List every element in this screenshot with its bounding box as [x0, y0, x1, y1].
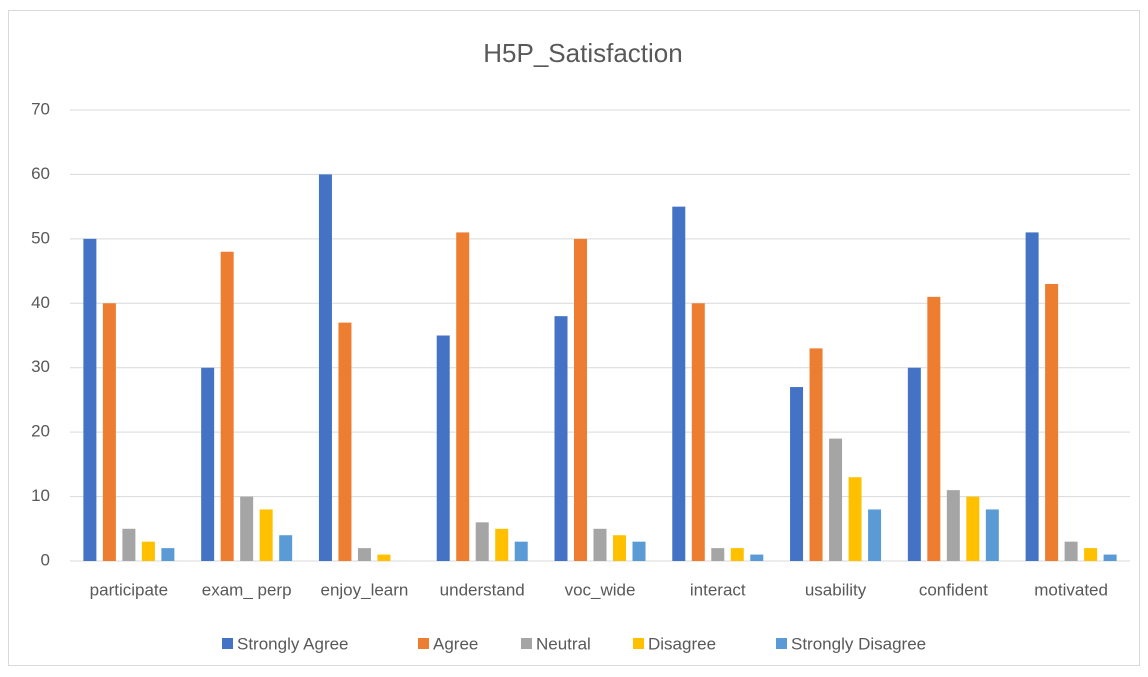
bar [848, 477, 862, 561]
bar [691, 303, 705, 561]
bar [102, 303, 116, 561]
x-tick-label: voc_wide [565, 580, 636, 599]
bar [672, 206, 686, 561]
legend-label: Disagree [648, 634, 716, 653]
bar [1045, 283, 1059, 561]
bar [868, 509, 882, 561]
x-tick-label: confident [919, 580, 988, 599]
bar [357, 548, 371, 561]
legend-swatch [418, 638, 429, 649]
bar [436, 335, 450, 561]
x-tick-label: enjoy_learn [320, 580, 408, 599]
legend-label: Agree [433, 634, 478, 653]
bar [338, 322, 352, 561]
bar [554, 316, 568, 561]
legend-label: Strongly Agree [237, 634, 349, 653]
bar [632, 541, 646, 561]
bar [790, 387, 804, 561]
bar [122, 528, 136, 561]
bar [259, 509, 273, 561]
chart-title: H5P_Satisfaction [483, 38, 682, 68]
bar [377, 554, 391, 561]
bar [966, 496, 980, 561]
bar [475, 522, 489, 561]
bar [829, 438, 843, 561]
bar [1084, 548, 1098, 561]
legend-swatch [633, 638, 644, 649]
x-tick-label: usability [805, 580, 867, 599]
bar [279, 535, 293, 561]
bar [613, 535, 626, 561]
x-tick-label: interact [690, 580, 746, 599]
x-tick-label: understand [440, 580, 525, 599]
bar [946, 490, 960, 561]
bar [161, 548, 175, 561]
y-tick-label: 60 [31, 164, 50, 183]
y-tick-label: 40 [31, 293, 50, 312]
y-tick-label: 50 [31, 228, 50, 247]
legend-swatch [222, 638, 233, 649]
y-tick-label: 30 [31, 357, 50, 376]
y-tick-label: 10 [31, 486, 50, 505]
bar [593, 528, 607, 561]
x-tick-label: participate [90, 580, 168, 599]
bar [141, 541, 155, 561]
bar [1103, 554, 1117, 561]
bar [456, 232, 470, 561]
legend-label: Strongly Disagree [791, 634, 926, 653]
legend-swatch [776, 638, 787, 649]
x-tick-label: exam_ perp [202, 580, 292, 599]
bar [83, 238, 97, 561]
bar [318, 174, 332, 561]
bar [514, 541, 528, 561]
y-tick-label: 70 [31, 99, 50, 118]
y-tick-label: 0 [41, 550, 50, 569]
bar [240, 496, 254, 561]
bar [220, 251, 234, 561]
bar [907, 367, 921, 561]
bar [495, 528, 509, 561]
bar [201, 367, 215, 561]
legend-label: Neutral [536, 634, 591, 653]
y-tick-label: 20 [31, 422, 50, 441]
bar [1064, 541, 1078, 561]
bar [927, 296, 941, 561]
legend-swatch [521, 638, 532, 649]
bar [750, 554, 764, 561]
bar [809, 348, 823, 561]
bar [730, 548, 744, 561]
bar [711, 548, 725, 561]
bar [574, 238, 587, 561]
bar [985, 509, 999, 561]
bar [1025, 232, 1039, 561]
x-tick-label: motivated [1034, 580, 1108, 599]
